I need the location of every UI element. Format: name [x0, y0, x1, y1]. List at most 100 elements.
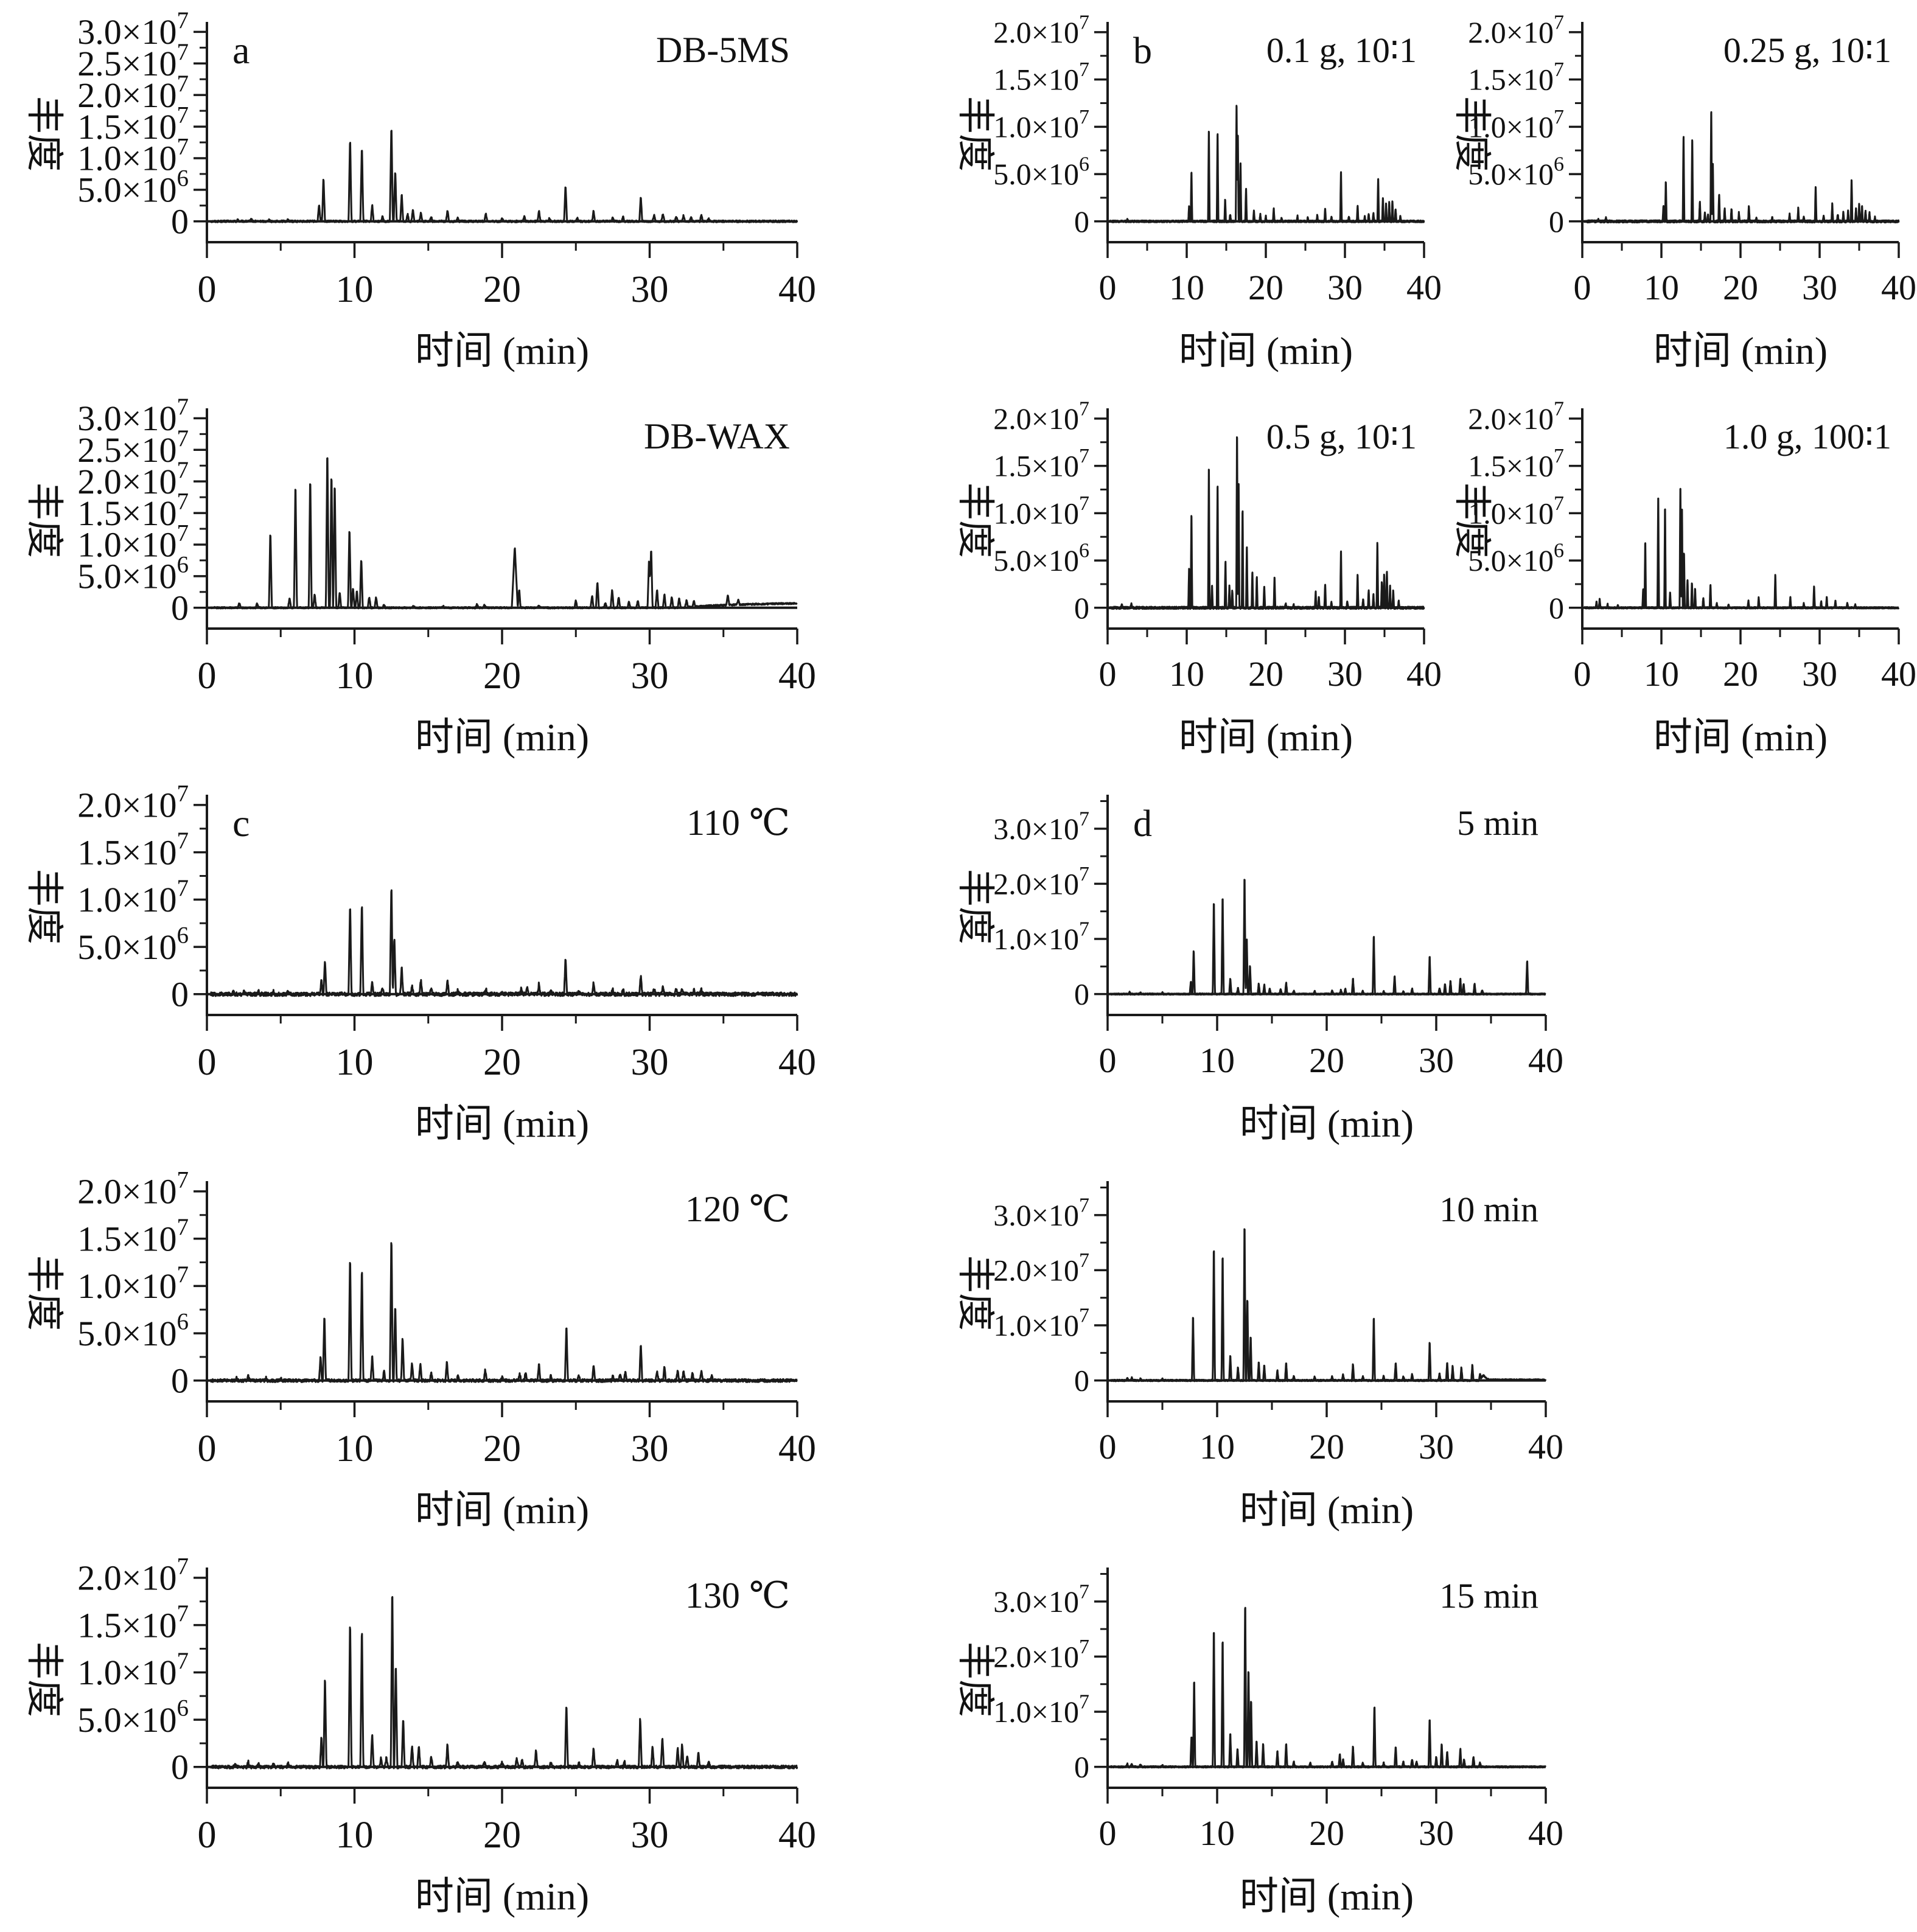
x-axis-label: 时间 (min)	[1240, 1488, 1414, 1532]
chromatogram-trace	[209, 1242, 798, 1383]
y-tick-label: 0	[171, 1748, 189, 1787]
y-tick-label: 2.5×107	[77, 39, 189, 83]
x-tick-label: 30	[1802, 268, 1837, 307]
y-axis-label: 丰度	[1451, 96, 1492, 172]
x-tick-label: 10	[1644, 268, 1679, 307]
x-tick-label: 40	[1528, 1813, 1563, 1853]
x-tick-label: 20	[483, 1815, 521, 1856]
x-tick-label: 0	[1099, 1427, 1117, 1466]
y-tick-label: 3.0×107	[993, 1580, 1089, 1619]
y-tick-label: 1.0×107	[993, 106, 1089, 144]
chromatogram-trace	[1583, 111, 1900, 224]
chromatogram-trace	[1583, 487, 1900, 610]
y-tick-label: 0	[1074, 1364, 1089, 1398]
x-tick-label: 20	[1248, 654, 1283, 694]
x-tick-label: 40	[778, 269, 816, 310]
y-tick-label: 5.0×106	[77, 165, 189, 209]
x-axis-label: 时间 (min)	[1179, 716, 1353, 759]
y-tick-label: 5.0×106	[77, 922, 189, 967]
y-tick-label: 2.0×107	[77, 781, 189, 825]
chart-a1-db-5ms: 3.0×107 2.5×107 2.0×107 1.5×107 1.0×107 5.0×1…	[0, 0, 816, 386]
x-tick-label: 10	[1169, 654, 1204, 694]
y-axis-label: 丰度	[954, 483, 996, 558]
x-tick-label: 0	[198, 1815, 217, 1856]
y-axis-label: 丰度	[23, 1255, 65, 1331]
chart-b1-0.1-g-10-1: 2.0×107 1.5×107 1.0×107 5.0×106 0 0 10 20 30 40 b 0…	[937, 0, 1442, 386]
x-tick-label: 20	[1248, 268, 1283, 307]
y-axis-label: 丰度	[954, 96, 996, 172]
y-tick-label: 1.5×107	[77, 828, 189, 872]
x-tick-label: 40	[1881, 654, 1916, 694]
x-tick-label: 0	[1099, 268, 1117, 307]
x-axis-label: 时间 (min)	[1240, 1875, 1414, 1918]
condition-label: 0.25 g, 10∶1	[1723, 30, 1891, 70]
x-axis-label: 时间 (min)	[1240, 1102, 1414, 1145]
y-tick-label: 0	[171, 588, 189, 627]
condition-label: DB-5MS	[656, 30, 790, 70]
x-tick-label: 30	[631, 655, 669, 697]
x-tick-label: 0	[198, 269, 217, 310]
y-tick-label: 0	[171, 1361, 189, 1401]
x-tick-label: 30	[1419, 1041, 1454, 1080]
y-tick-label: 5.0×106	[77, 1309, 189, 1353]
y-tick-label: 5.0×106	[77, 1695, 189, 1740]
x-tick-label: 10	[1644, 654, 1679, 694]
y-tick-label: 2.0×107	[993, 863, 1089, 901]
x-tick-label: 40	[1406, 268, 1442, 307]
y-tick-label: 1.5×107	[1468, 58, 1564, 97]
y-tick-label: 0	[1074, 977, 1089, 1011]
x-tick-label: 20	[1723, 654, 1758, 694]
y-tick-label: 1.5×107	[993, 445, 1089, 483]
x-tick-label: 40	[1528, 1041, 1563, 1080]
y-tick-label: 1.0×107	[1468, 492, 1564, 531]
x-tick-label: 0	[1099, 1813, 1117, 1853]
condition-label: 0.1 g, 10∶1	[1266, 30, 1417, 70]
y-tick-label: 3.0×107	[77, 394, 189, 438]
x-axis-label: 时间 (min)	[415, 1875, 589, 1918]
y-axis-label: 丰度	[954, 869, 996, 944]
chromatogram-trace	[210, 1596, 798, 1770]
y-axis-label: 丰度	[954, 1642, 996, 1717]
y-tick-label: 1.5×107	[77, 489, 189, 533]
y-tick-label: 0	[1074, 204, 1089, 239]
y-tick-label: 1.0×107	[77, 1261, 189, 1306]
x-axis-label: 时间 (min)	[415, 1488, 589, 1532]
x-tick-label: 0	[1574, 654, 1591, 694]
x-tick-label: 0	[198, 1042, 217, 1083]
y-axis-label: 丰度	[23, 1642, 65, 1717]
y-tick-label: 5.0×106	[993, 540, 1089, 578]
x-tick-label: 40	[778, 1428, 816, 1470]
x-tick-label: 10	[1169, 268, 1204, 307]
y-tick-label: 0	[171, 975, 189, 1014]
condition-label: 1.0 g, 100∶1	[1723, 417, 1891, 456]
x-tick-label: 10	[336, 1428, 374, 1470]
x-tick-label: 30	[631, 1815, 669, 1856]
x-tick-label: 10	[1199, 1427, 1235, 1466]
y-tick-label: 0	[1074, 591, 1089, 625]
y-tick-label: 3.0×107	[993, 1194, 1089, 1232]
chromatogram-trace	[210, 889, 798, 997]
x-tick-label: 0	[198, 655, 217, 697]
condition-label: 0.5 g, 10∶1	[1266, 417, 1417, 456]
y-tick-label: 2.0×107	[993, 1249, 1089, 1288]
x-tick-label: 40	[1528, 1427, 1563, 1466]
y-tick-label: 1.5×107	[77, 1600, 189, 1645]
condition-label: 5 min	[1457, 803, 1538, 843]
chart-c2-120-: 2.0×107 1.5×107 1.0×107 5.0×106 0 0 10 20 30 40 12…	[0, 1159, 816, 1546]
condition-label: 130 ℃	[685, 1575, 790, 1616]
x-tick-label: 30	[631, 1042, 669, 1083]
y-tick-label: 1.0×107	[993, 918, 1089, 956]
condition-label: 10 min	[1439, 1190, 1538, 1229]
x-tick-label: 20	[1309, 1813, 1344, 1853]
y-tick-label: 1.0×107	[77, 520, 189, 565]
x-tick-label: 10	[1199, 1041, 1235, 1080]
x-axis-label: 时间 (min)	[1653, 716, 1828, 759]
x-tick-label: 0	[1099, 654, 1117, 694]
y-tick-label: 2.5×107	[77, 425, 189, 470]
y-tick-label: 5.0×106	[1468, 540, 1564, 578]
chart-d2-10-min: 3.0×107 2.0×107 1.0×107 0 0 10 20 30 40 10 min 丰度时…	[937, 1159, 1570, 1546]
x-tick-label: 20	[1723, 268, 1758, 307]
x-tick-label: 20	[1309, 1041, 1344, 1080]
y-tick-label: 2.0×107	[1468, 397, 1564, 436]
